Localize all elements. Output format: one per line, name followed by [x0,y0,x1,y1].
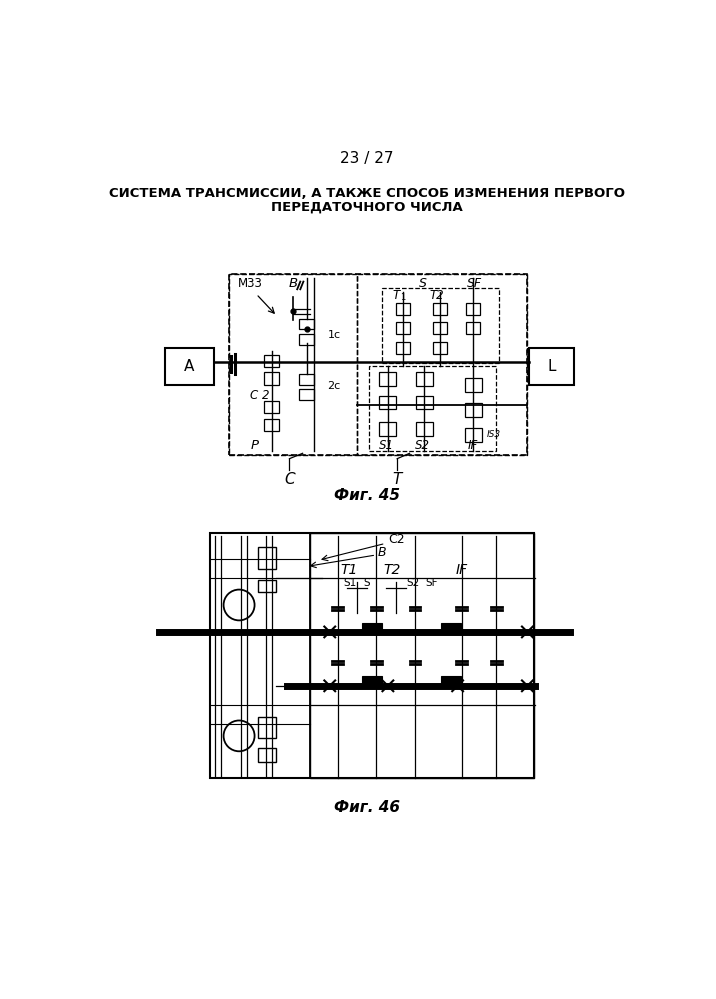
Bar [264,419,279,431]
Text: IS3: IS3 [487,430,501,439]
Bar [433,342,447,354]
Bar [465,428,482,442]
Bar [440,675,460,685]
Text: S1: S1 [379,440,394,453]
Bar [529,348,574,385]
Bar [229,274,357,455]
Bar [382,288,499,364]
Bar [299,334,314,345]
Bar [465,378,482,392]
Bar [416,396,433,410]
Text: C2: C2 [388,533,405,546]
Bar [258,580,276,591]
Text: IF: IF [455,563,468,577]
Bar [369,367,496,451]
Text: S2: S2 [407,578,420,588]
Text: C 2: C 2 [250,389,269,402]
Text: S2: S2 [415,440,430,453]
Bar [433,322,447,334]
Bar [440,623,460,632]
Text: S: S [419,278,427,291]
Bar [299,390,314,401]
Bar [258,716,276,738]
Text: 1: 1 [400,294,405,303]
Text: L: L [547,359,556,374]
Bar [165,348,213,385]
Bar [465,404,482,418]
Bar [299,374,314,385]
Text: A: A [184,359,195,374]
Text: P: P [251,440,258,453]
Bar [264,401,279,414]
Bar [397,342,410,354]
Text: T: T [392,472,402,487]
Bar [210,533,310,778]
Bar [229,274,528,455]
Bar [433,303,447,316]
Bar [379,396,397,410]
Bar [264,355,279,367]
Text: T2: T2 [383,563,400,577]
Text: T2: T2 [430,289,444,302]
Text: T: T [392,289,400,302]
Text: Фиг. 46: Фиг. 46 [334,800,400,815]
Bar [466,303,480,316]
Text: СИСТЕМА ТРАНСМИССИИ, А ТАКЖЕ СПОСОБ ИЗМЕНЕНИЯ ПЕРВОГО: СИСТЕМА ТРАНСМИССИИ, А ТАКЖЕ СПОСОБ ИЗМЕ… [109,187,625,200]
Bar [258,547,276,568]
Text: 1c: 1c [327,331,341,341]
Bar [357,274,528,455]
Bar [379,422,397,436]
Bar [299,319,314,330]
Text: C: C [284,472,295,487]
Bar [466,322,480,334]
Bar [362,675,382,685]
Text: T1: T1 [340,563,358,577]
Text: B: B [289,278,298,291]
Text: ПЕРЕДАТОЧНОГО ЧИСЛА: ПЕРЕДАТОЧНОГО ЧИСЛА [271,201,463,214]
Text: IF: IF [468,440,478,453]
Text: SF: SF [425,578,437,588]
Bar [416,373,433,387]
Text: SF: SF [467,278,483,291]
Text: S1: S1 [343,578,357,588]
Bar [379,373,397,387]
Text: 2c: 2c [327,381,341,391]
Text: B: B [378,546,387,559]
Bar [397,322,410,334]
Text: М33: М33 [238,277,263,290]
Bar [310,533,533,778]
Bar [210,533,533,778]
Text: Фиг. 45: Фиг. 45 [334,489,400,503]
Bar [362,623,382,632]
Bar [416,422,433,436]
Text: 23 / 27: 23 / 27 [340,151,394,166]
Bar [264,373,279,385]
Bar [397,303,410,316]
Text: S: S [364,578,370,588]
Bar [258,748,276,762]
